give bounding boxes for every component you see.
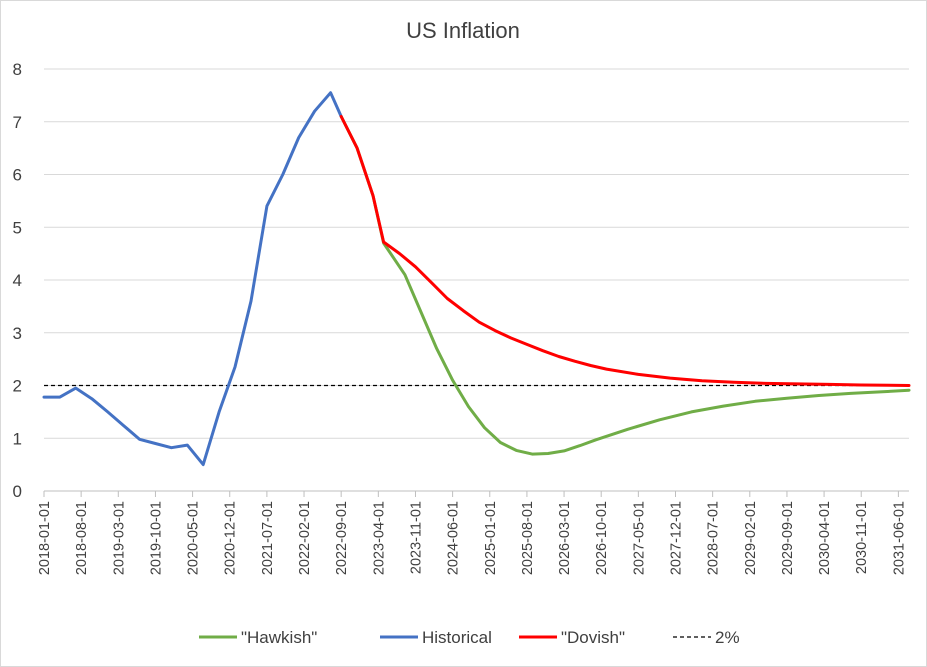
legend-label: 2% <box>715 628 740 647</box>
x-tick-label: 2018-01-01 <box>37 501 53 575</box>
y-tick-label: 0 <box>13 482 22 501</box>
x-tick-label: 2028-07-01 <box>706 501 722 575</box>
x-tick-label: 2031-06-01 <box>891 501 907 575</box>
y-tick-label: 4 <box>13 271 22 290</box>
x-tick-label: 2018-08-01 <box>74 501 90 575</box>
y-tick-label: 3 <box>13 324 22 343</box>
x-tick-label: 2020-05-01 <box>186 501 202 575</box>
x-axis-tick-labels: 2018-01-01 2018-08-01 2019-03-01 2019-10-01… <box>37 501 907 575</box>
y-tick-label: 1 <box>13 429 22 448</box>
y-axis-tick-labels: 0 1 2 3 4 5 6 7 8 <box>13 60 22 501</box>
legend: "Hawkish" Historical "Dovish" 2% <box>199 628 740 647</box>
series-line-dovish <box>339 115 911 387</box>
x-tick-label: 2025-01-01 <box>483 501 499 575</box>
series-lines <box>42 91 911 467</box>
x-tick-label: 2020-12-01 <box>223 501 239 575</box>
legend-label: "Dovish" <box>561 628 625 647</box>
series-line-hawkish <box>339 115 911 456</box>
x-tick-label: 2019-10-01 <box>148 501 164 575</box>
x-tick-label: 2026-03-01 <box>557 501 573 575</box>
y-tick-label: 2 <box>13 377 22 396</box>
x-tick-label: 2021-07-01 <box>260 501 276 575</box>
y-tick-label: 6 <box>13 166 22 185</box>
x-tick-label: 2023-11-01 <box>408 501 424 574</box>
y-tick-label: 8 <box>13 60 22 79</box>
x-tick-label: 2024-06-01 <box>446 501 462 575</box>
chart-title: US Inflation <box>406 18 520 43</box>
x-tick-label: 2026-10-01 <box>594 501 610 575</box>
series-line-historical <box>42 91 343 467</box>
x-tick-label: 2030-11-01 <box>854 501 870 574</box>
x-tick-label: 2029-09-01 <box>780 501 796 575</box>
y-tick-label: 5 <box>13 218 22 237</box>
x-tick-label: 2023-04-01 <box>371 501 387 575</box>
x-tick-label: 2022-09-01 <box>334 501 350 575</box>
x-tick-label: 2025-08-01 <box>520 501 536 575</box>
y-tick-label: 7 <box>13 113 22 132</box>
legend-label: "Hawkish" <box>241 628 317 647</box>
x-tick-label: 2030-04-01 <box>817 501 833 575</box>
x-tick-label: 2022-02-01 <box>297 501 313 575</box>
x-tick-label: 2019-03-01 <box>111 501 127 575</box>
x-axis <box>43 490 909 497</box>
legend-label: Historical <box>422 628 492 647</box>
x-tick-label: 2027-05-01 <box>631 501 647 575</box>
x-tick-label: 2027-12-01 <box>669 501 685 575</box>
x-tick-label: 2029-02-01 <box>743 501 759 575</box>
gridlines <box>44 68 909 439</box>
